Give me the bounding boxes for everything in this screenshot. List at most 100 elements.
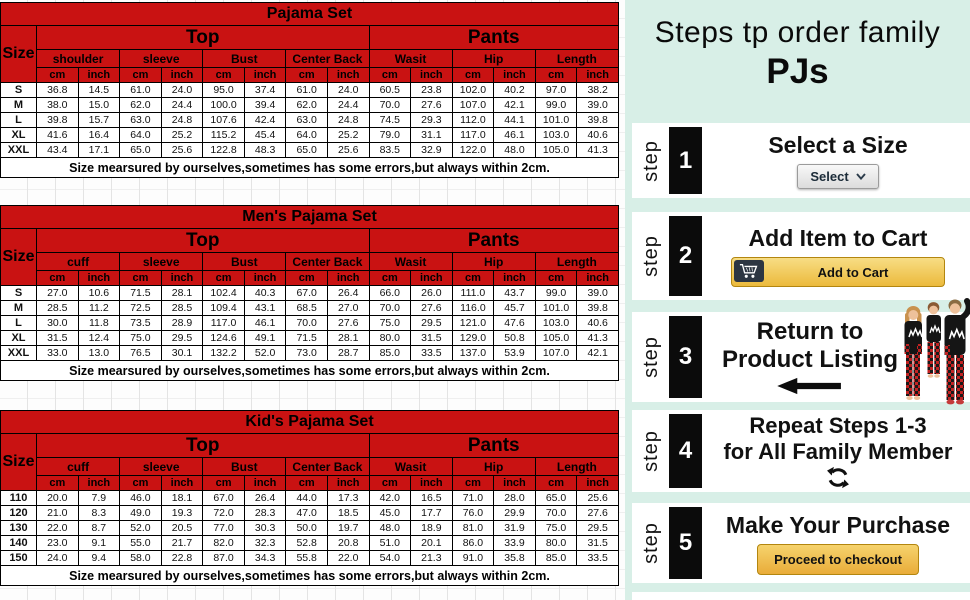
kids-pajama-set-table: Kid's Pajama Set Size Top Pants cuff sleeve Bu… — [0, 410, 620, 586]
measurement-cell: 27.0 — [36, 285, 79, 301]
measurement-cell: 42.0 — [368, 490, 412, 506]
measurement-cell: 65.0 — [119, 142, 162, 158]
measurement-cell: 41.3 — [576, 330, 619, 346]
size-row-label: 120 — [0, 505, 37, 521]
measurement-cell: 29.5 — [576, 520, 619, 536]
measurement-cell: 25.6 — [160, 142, 204, 158]
step-1-number-box: 1 — [669, 127, 702, 194]
measurement-cell: 48.3 — [243, 142, 287, 158]
unit-inch-header: inch — [160, 270, 204, 286]
measurement-cell: 21.0 — [36, 505, 79, 521]
measure-header: Bust — [202, 457, 287, 476]
step-3-heading-line1: Return to — [756, 317, 864, 345]
measurement-cell: 86.0 — [451, 535, 495, 551]
measure-header: Wasit — [368, 49, 453, 68]
measure-header: cuff — [35, 457, 121, 476]
measurement-cell: 73.0 — [285, 345, 328, 361]
steps-title-line1: Steps tp order family — [654, 16, 941, 49]
measurement-cell: 7.9 — [77, 490, 121, 506]
measurement-cell: 66.0 — [368, 285, 412, 301]
measurement-cell: 115.2 — [202, 127, 245, 143]
measurement-cell: 52.8 — [285, 535, 328, 551]
table-title: Kid's Pajama Set — [0, 410, 619, 434]
unit-inch-header: inch — [493, 67, 536, 83]
unit-cm-header: cm — [368, 475, 412, 491]
unit-inch-header: inch — [576, 67, 619, 83]
measurement-cell: 67.0 — [285, 285, 328, 301]
measurement-cell: 122.8 — [202, 142, 245, 158]
measurement-cell: 28.0 — [493, 490, 536, 506]
add-to-cart-button[interactable]: Add to Cart — [731, 257, 945, 287]
steps-title-line2: PJs — [766, 52, 829, 91]
measurement-cell: 85.0 — [368, 345, 412, 361]
unit-inch-header: inch — [160, 67, 204, 83]
unit-cm-header: cm — [368, 270, 412, 286]
measurement-cell: 27.6 — [576, 505, 619, 521]
measurement-cell: 28.5 — [36, 300, 79, 316]
measurement-cell: 74.5 — [368, 112, 412, 128]
measurement-cell: 20.8 — [326, 535, 370, 551]
top-group-header: Top — [36, 433, 370, 458]
unit-inch-header: inch — [493, 270, 536, 286]
measurement-cell: 54.0 — [368, 550, 412, 566]
measure-header: Wasit — [368, 252, 453, 271]
measurement-cell: 46.1 — [243, 315, 287, 331]
measurement-cell: 51.0 — [368, 535, 412, 551]
measurement-cell: 62.0 — [119, 97, 162, 113]
measurement-cell: 52.0 — [243, 345, 287, 361]
measurement-cell: 28.1 — [160, 285, 204, 301]
size-table: Kid's Pajama Set Size Top Pants cuff sleeve Bu… — [0, 410, 620, 586]
step-4-number-box: 4 — [669, 414, 702, 488]
measurement-cell: 31.1 — [410, 127, 453, 143]
unit-cm-header: cm — [451, 270, 495, 286]
unit-cm-header: cm — [119, 270, 162, 286]
step-4-heading-line2: for All Family Member — [723, 439, 953, 464]
measurement-cell: 11.2 — [77, 300, 121, 316]
measurement-cell: 25.6 — [326, 142, 370, 158]
unit-cm-header: cm — [202, 270, 245, 286]
proceed-to-checkout-button[interactable]: Proceed to checkout — [757, 543, 919, 575]
unit-inch-header: inch — [410, 270, 453, 286]
measurement-cell: 107.6 — [202, 112, 245, 128]
proceed-to-checkout-label: Proceed to checkout — [774, 551, 902, 567]
measure-header: Center Back — [285, 49, 370, 68]
size-row-label: L — [0, 112, 37, 128]
measurement-cell: 95.0 — [202, 82, 245, 98]
top-group-header: Top — [36, 25, 370, 50]
measurement-cell: 29.5 — [410, 315, 453, 331]
measurement-cell: 23.0 — [36, 535, 79, 551]
step-5-row: step 5 Make Your Purchase Proceed to che… — [632, 503, 970, 583]
measurement-cell: 48.0 — [368, 520, 412, 536]
measurement-cell: 16.4 — [77, 127, 121, 143]
unit-cm-header: cm — [451, 67, 495, 83]
size-row-label: XXL — [0, 142, 37, 158]
measurement-cell: 103.0 — [534, 127, 578, 143]
steps-title: Steps tp order family PJs — [625, 16, 970, 92]
measurement-cell: 62.0 — [285, 97, 328, 113]
measurement-cell: 31.5 — [410, 330, 453, 346]
measurement-cell: 25.2 — [326, 127, 370, 143]
measurement-cell: 91.0 — [451, 550, 495, 566]
measurement-cell: 36.8 — [36, 82, 79, 98]
measurement-cell: 39.0 — [576, 97, 619, 113]
size-select-dropdown[interactable]: Select — [797, 164, 879, 189]
measurement-cell: 23.8 — [410, 82, 453, 98]
measurement-cell: 18.9 — [410, 520, 453, 536]
measurement-cell: 31.5 — [36, 330, 79, 346]
size-row-label: S — [0, 285, 37, 301]
measurement-cell: 71.5 — [285, 330, 328, 346]
size-table: Men's Pajama Set Size Top Pants cuff sleeve Bu… — [0, 205, 620, 381]
measurement-cell: 33.9 — [493, 535, 536, 551]
size-row-label: XL — [0, 127, 37, 143]
measurement-cell: 30.0 — [36, 315, 79, 331]
measurement-cell: 43.1 — [243, 300, 287, 316]
measurement-cell: 24.8 — [326, 112, 370, 128]
measurement-cell: 75.0 — [534, 520, 578, 536]
measurement-cell: 45.7 — [493, 300, 536, 316]
unit-cm-header: cm — [534, 475, 578, 491]
measurement-cell: 17.3 — [326, 490, 370, 506]
measurement-cell: 9.1 — [77, 535, 121, 551]
size-row-label: XL — [0, 330, 37, 346]
measurement-cell: 20.1 — [410, 535, 453, 551]
